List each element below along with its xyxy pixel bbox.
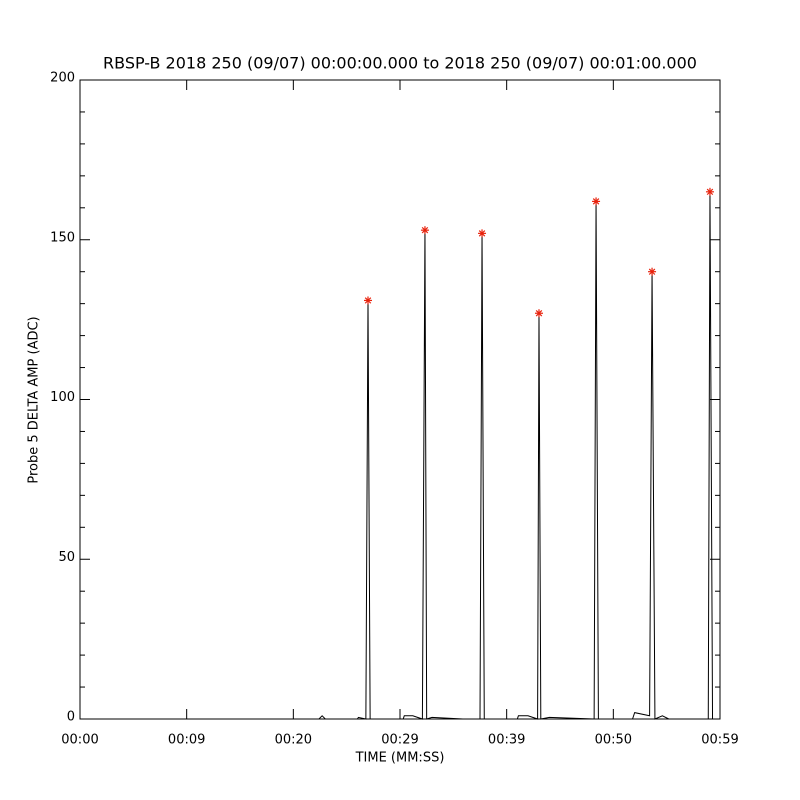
marker-stroke <box>592 198 600 205</box>
peak-marker <box>592 197 601 206</box>
x-tick-label: 00:20 <box>275 733 312 748</box>
x-tick-label: 00:00 <box>61 733 98 748</box>
x-tick-label: 00:50 <box>595 733 632 748</box>
marker-stroke <box>478 230 486 237</box>
marker-stroke <box>364 297 372 304</box>
marker-stroke <box>706 188 714 196</box>
peak-marker <box>420 226 429 235</box>
x-axis-label: TIME (MM:SS) <box>355 751 445 766</box>
plot-frame <box>79 79 721 720</box>
marker-stroke <box>535 310 543 317</box>
y-axis-label: Probe 5 DELTA AMP (ADC) <box>27 316 42 483</box>
y-tick-label: 50 <box>58 550 75 565</box>
y-tick-label: 150 <box>50 230 75 245</box>
peak-marker <box>364 296 372 305</box>
x-tick-label: 00:39 <box>488 733 525 748</box>
x-tick-label: 00:59 <box>701 733 738 748</box>
x-tick-label: 00:29 <box>381 733 418 748</box>
peak-marker <box>534 309 543 318</box>
peak-marker <box>648 267 657 276</box>
marker-stroke <box>421 226 429 234</box>
signal-line <box>80 191 714 720</box>
marker-stroke <box>648 268 656 275</box>
chart-title: RBSP-B 2018 250 (09/07) 00:00:00.000 to … <box>103 54 697 73</box>
y-tick-label: 0 <box>67 710 75 725</box>
peak-marker <box>478 229 487 238</box>
peak-marker <box>705 187 714 196</box>
y-tick-label: 200 <box>50 71 75 86</box>
y-tick-label: 100 <box>50 390 75 405</box>
x-tick-label: 00:09 <box>168 733 205 748</box>
